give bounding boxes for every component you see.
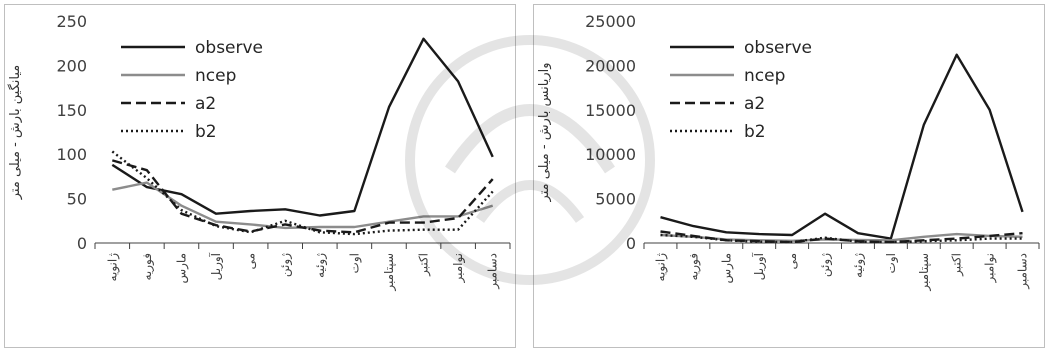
y-tick-label: 0: [626, 234, 636, 253]
x-tick-label: دسامبر: [1016, 253, 1031, 290]
x-tick-label: ژانویه: [105, 253, 120, 282]
legend-label-b2: b2: [195, 122, 217, 142]
y-tick-label: 10000: [585, 145, 636, 164]
series-line-a2: [111, 159, 494, 234]
x-tick-label: ژوئیه: [313, 253, 328, 278]
y-tick-label: 50: [67, 190, 87, 209]
x-tick-label: مارس: [719, 253, 734, 284]
x-tick-label: نوامبر: [983, 253, 998, 284]
y-tick-label: 200: [56, 56, 87, 75]
y-tick-label: 150: [56, 101, 87, 120]
x-tick-label: ژانویه: [653, 253, 668, 282]
x-tick-label: فوریه: [686, 253, 701, 281]
x-tick-label: آوریل: [751, 252, 767, 280]
x-tick-label: سپتامبر: [382, 253, 397, 292]
y-tick-label: 25000: [585, 12, 636, 31]
x-tick-label: می: [244, 253, 258, 269]
x-tick-label: دسامبر: [486, 253, 501, 290]
chart-mean-precipitation: میانگین بارش - میلی متر 0 50 100 150 200 250 ژا…: [7, 12, 511, 292]
x-tick-label: می: [785, 253, 799, 269]
legend-label-observe: observe: [744, 38, 812, 58]
legend-label-a2: a2: [744, 94, 765, 114]
chart-panel-mean: میانگین بارش - میلی متر 0 50 100 150 200 250 ژا…: [4, 4, 516, 348]
y-tick-label: 5000: [595, 190, 636, 209]
y-tick-label: 0: [77, 234, 87, 253]
x-tick-label: مارس: [174, 253, 189, 284]
legend-label-ncep: ncep: [744, 66, 785, 86]
y-axis-label: میانگین بارش - میلی متر: [7, 65, 23, 201]
chart-variance-precipitation: واریانس بارش - میلی متر 0 5000 10000 15000 20…: [537, 12, 1040, 292]
legend-label-observe: observe: [195, 38, 263, 58]
x-tick-label: نوامبر: [451, 253, 466, 284]
y-tick-label: 250: [56, 12, 87, 31]
series-line-observe: [660, 53, 1024, 240]
legend-label-b2: b2: [744, 122, 766, 142]
x-tick-label: سپتامبر: [917, 253, 932, 292]
legend-label-ncep: ncep: [195, 66, 236, 86]
series-line-b2: [660, 233, 1023, 244]
x-tick-label: اوت: [347, 253, 362, 273]
x-tick-label: ژوئن: [818, 253, 833, 277]
x-tick-label: ژوئن: [278, 253, 293, 277]
y-tick-label: 100: [56, 145, 87, 164]
y-tick-label: 15000: [585, 101, 636, 120]
x-tick-label: آوریل: [208, 252, 224, 280]
legend-label-a2: a2: [195, 94, 216, 114]
x-tick-label: ژوئیه: [851, 253, 866, 278]
y-axis-label: واریانس بارش - میلی متر: [537, 63, 552, 203]
chart-panel-variance: واریانس بارش - میلی متر 0 5000 10000 15000 20…: [533, 4, 1045, 348]
series-line-b2: [111, 150, 494, 236]
x-tick-label: اکتبر: [950, 253, 965, 277]
x-tick-label: اکتبر: [417, 253, 432, 277]
y-tick-label: 20000: [585, 56, 636, 75]
x-tick-label: اوت: [884, 253, 899, 273]
series-line-observe: [111, 37, 494, 217]
x-tick-label: فوریه: [140, 253, 155, 281]
